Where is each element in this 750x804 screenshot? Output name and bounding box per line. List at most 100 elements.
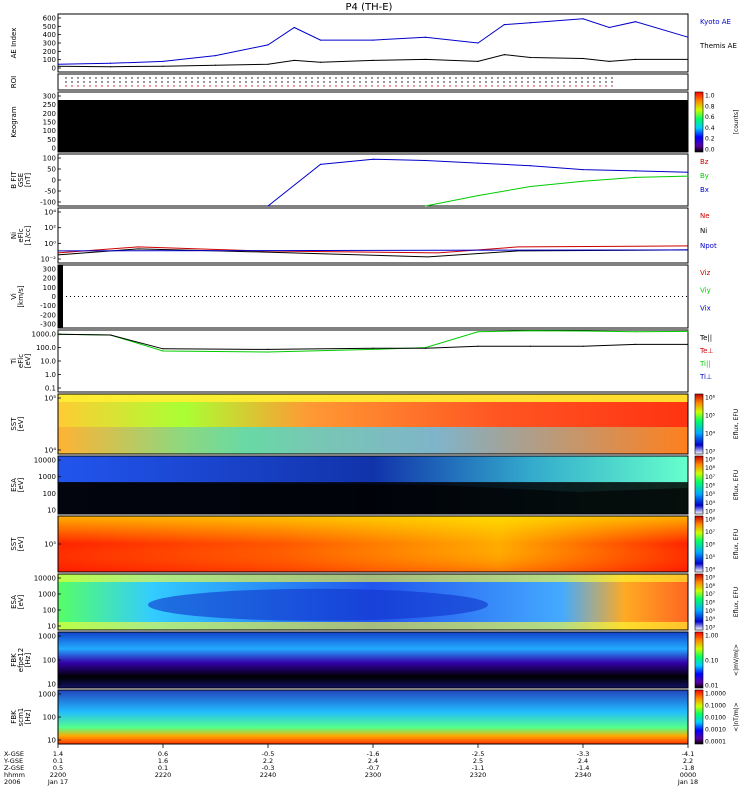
colorbar-tick: 0.8	[705, 103, 715, 110]
x-tick-label: 2.5	[473, 757, 483, 765]
colorbar	[694, 689, 704, 745]
series-point	[634, 331, 637, 333]
colorbar-tick: 10⁷	[705, 591, 716, 598]
panel-ylabel: TieFlc[eV]	[10, 353, 32, 368]
legend-entry: By	[700, 172, 709, 180]
colorbar-tick: 10⁵	[705, 554, 716, 561]
legend-entry: Kyoto AE	[700, 18, 731, 26]
series-point	[372, 39, 374, 41]
x-tick-label: 0.6	[158, 750, 168, 758]
series-point	[267, 348, 269, 350]
x-row-label: X-GSE	[4, 750, 24, 758]
x-row-label: hhmm	[4, 771, 25, 779]
series-point	[57, 63, 59, 65]
x-tick-label: -1.6	[367, 750, 380, 758]
colorbar	[694, 455, 704, 515]
series-point	[529, 330, 532, 332]
x-tick-label: 2340	[575, 771, 592, 779]
y-tick-label: 500	[43, 23, 56, 31]
series-point	[529, 165, 532, 167]
x-tick-label: 2.4	[368, 757, 378, 765]
y-tick-label: 10000	[34, 575, 56, 583]
panel-frame	[57, 329, 689, 393]
colorbar-tick: 10⁸	[705, 517, 716, 524]
colorbar-tick: 10⁶	[705, 395, 716, 402]
panel-ylabel: B FITGSE[nT]	[10, 171, 32, 189]
y-tick-label: 10	[47, 737, 56, 745]
series-point	[267, 63, 269, 65]
colorbar-tick: 10⁸	[705, 583, 716, 590]
panel-ylabel: Vi[km/s]	[10, 285, 25, 308]
series-point	[529, 345, 532, 347]
panel-ti: TieFlc[eV] 1000.0 100.0 10.0 1.0 0.1 Te|| Te⊥ Ti…	[10, 329, 714, 393]
colorbar-label: Eflux, EFU	[733, 409, 740, 439]
panel-ylabel: ROI	[10, 76, 18, 88]
series-point	[109, 66, 112, 68]
series-point	[503, 54, 505, 56]
y-tick-label: 10⁴	[44, 447, 56, 455]
series-point	[162, 65, 164, 67]
legend-entry: Themis AE	[699, 42, 737, 50]
series-point	[687, 175, 689, 177]
panel-frame	[57, 573, 689, 631]
x-tick-label: 2300	[365, 771, 382, 779]
x-tick-label: -1.8	[682, 764, 695, 772]
panel-ylabel: ESA[eV]	[10, 477, 25, 492]
legend-entry: Viz	[700, 269, 711, 277]
ylabel-line: FBK	[10, 653, 18, 667]
series-point	[372, 348, 374, 350]
y-tick-label: 1000.0	[32, 331, 57, 339]
ylabel-line: FBK	[10, 710, 18, 724]
colorbar-label: Eflux, EFU	[733, 529, 740, 559]
colorbar-tick: 1.00	[705, 633, 719, 640]
y-tick-label: 600	[43, 15, 56, 23]
x-tick-label: -0.5	[262, 750, 275, 758]
colorbar-tick: 0.6	[705, 114, 715, 121]
ylabel-line: [eV]	[24, 353, 32, 368]
legend-entry: Ne	[700, 212, 710, 220]
series-point	[477, 331, 479, 333]
series-point	[687, 36, 689, 38]
colorbar-tick: 10⁴	[705, 500, 716, 507]
fbk2-spectrogram	[58, 690, 688, 744]
panel-sst2: SST[eV] 10⁵ 10⁸ 10⁷ 10⁶ 10⁵ 10⁴ Eflux, EFU	[10, 515, 740, 574]
series-point	[634, 170, 637, 172]
colorbar-tick: 10⁶	[705, 600, 716, 607]
series-point	[214, 64, 217, 66]
y-tick-label: 10	[47, 681, 56, 689]
y-tick-label: 10000	[34, 457, 56, 465]
series-point	[687, 343, 689, 345]
y-tick-label: 100	[43, 607, 56, 615]
y-tick-label: 100	[43, 714, 56, 722]
series-point	[477, 60, 479, 63]
colorbar-tick: 10³	[705, 625, 716, 632]
panel-roi: ROI	[10, 73, 689, 91]
y-tick-label: 10⁵	[44, 395, 56, 403]
series-point	[424, 159, 427, 162]
legend-entry: Ni	[700, 227, 707, 235]
colorbar-tick: 10⁹	[705, 575, 716, 582]
panel-fbk1: FBKefpe12[Hz] 1000 100 10 1.00 0.10 0.01 <|mV/m…	[10, 631, 740, 690]
panel-fbk2: FBKscm1[Hz] 1000 100 10 1.0000 0.1000 0.0100 0.…	[10, 689, 740, 746]
colorbar-tick: 10⁵	[705, 491, 716, 498]
legend-entry: Te||	[699, 334, 712, 342]
ylabel-line: SST	[10, 417, 18, 431]
y-tick-label: 10⁴	[44, 209, 56, 217]
panel-ylabel: AE Index	[10, 28, 18, 59]
colorbar-tick: 0.10	[705, 658, 719, 665]
series-point	[424, 36, 427, 38]
ylabel-line: [eV]	[17, 477, 25, 492]
y-tick-label: 150	[43, 119, 56, 127]
series-point	[582, 345, 584, 347]
panel-ylabel: SST[eV]	[10, 416, 25, 431]
series-point	[319, 163, 322, 165]
ylabel-line: scm1	[17, 708, 25, 727]
ylabel-line: ESA	[10, 478, 18, 492]
series-point	[319, 39, 322, 41]
x-tick-label: -0.7	[367, 764, 380, 772]
colorbar	[694, 91, 704, 153]
series-line-0	[57, 18, 689, 65]
